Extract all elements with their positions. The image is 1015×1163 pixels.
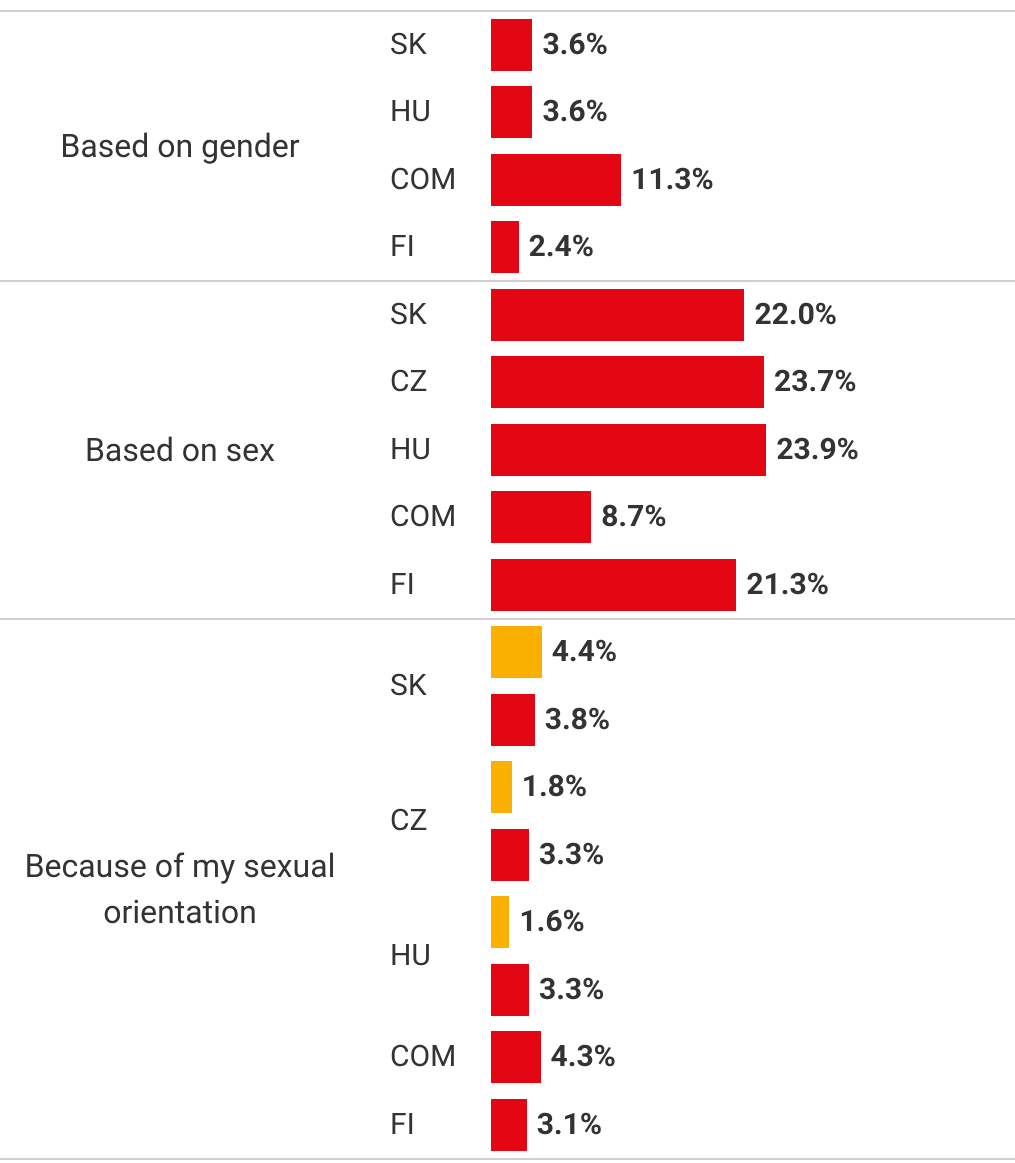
bar xyxy=(491,18,533,71)
bar xyxy=(491,423,767,476)
category-label: COM xyxy=(390,1039,457,1075)
category-label: FI xyxy=(390,566,415,602)
value-label: 4.3% xyxy=(550,1039,616,1075)
value-label: 2.4% xyxy=(528,229,594,265)
group-label: Because of my sexual orientation xyxy=(24,846,336,931)
value-label: 3.3% xyxy=(539,836,605,872)
value-label: 3.6% xyxy=(542,26,608,62)
category-label: HU xyxy=(390,938,431,973)
value-label: 3.8% xyxy=(544,701,611,737)
bar xyxy=(491,626,542,679)
bar xyxy=(491,356,765,409)
category-label: HU xyxy=(390,431,431,467)
bar xyxy=(491,491,592,544)
category-label: SK xyxy=(390,668,427,703)
value-label: 1.6% xyxy=(519,904,585,940)
category-label: SK xyxy=(390,296,427,332)
category-label: HU xyxy=(390,94,431,130)
value-label: 8.7% xyxy=(601,499,667,535)
value-label: 11.3% xyxy=(631,161,714,197)
value-label: 3.3% xyxy=(539,971,605,1007)
bar xyxy=(491,761,512,814)
group-label: Based on sex xyxy=(84,430,276,469)
category-label: CZ xyxy=(390,803,428,838)
bar xyxy=(491,221,519,274)
separator xyxy=(0,10,1015,12)
value-label: 23.7% xyxy=(774,364,857,400)
bar xyxy=(491,86,533,139)
separator xyxy=(0,1157,1015,1160)
group-label: Based on gender xyxy=(60,127,300,165)
bar xyxy=(491,558,737,611)
separator xyxy=(0,280,1015,282)
value-label: 1.8% xyxy=(521,769,588,805)
category-label: SK xyxy=(390,26,427,62)
category-label: COM xyxy=(390,161,457,197)
separator xyxy=(0,617,1015,620)
value-label: 3.1% xyxy=(536,1106,603,1142)
value-label: 21.3% xyxy=(746,566,829,602)
value-label: 23.9% xyxy=(776,431,859,467)
bar xyxy=(491,693,535,746)
category-label: CZ xyxy=(390,364,428,400)
bar xyxy=(491,1031,541,1084)
category-label: FI xyxy=(390,229,415,265)
value-label: 4.4% xyxy=(551,634,617,670)
value-label: 3.6% xyxy=(542,94,608,130)
category-label: COM xyxy=(390,499,457,535)
bar xyxy=(491,828,530,881)
value-label: 22.0% xyxy=(754,296,837,332)
bar xyxy=(491,963,530,1016)
category-label: FI xyxy=(390,1106,415,1142)
bar xyxy=(491,896,510,949)
bar xyxy=(491,1098,527,1151)
bar xyxy=(491,288,745,341)
bar xyxy=(491,153,622,206)
